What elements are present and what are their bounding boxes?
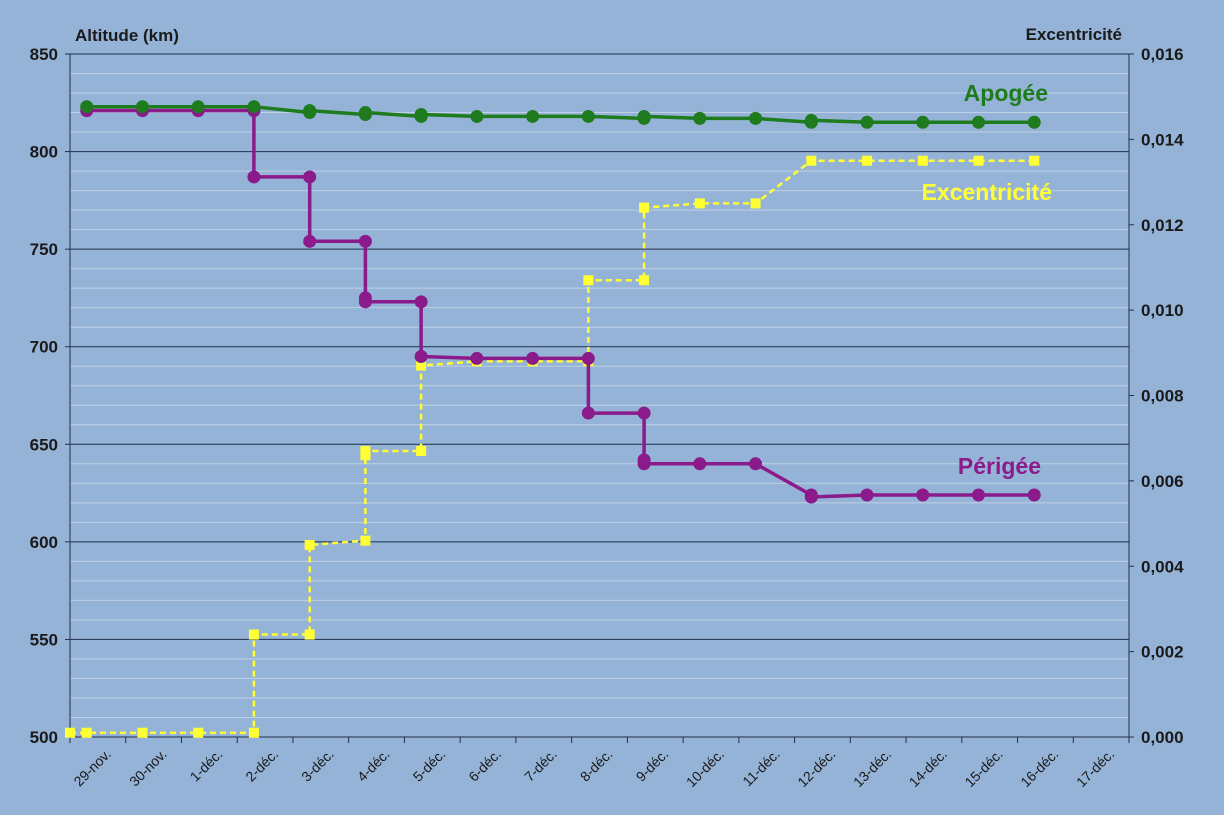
marker-eccentricity — [248, 727, 259, 738]
marker-perigee — [637, 457, 651, 471]
y-right-tick-label: 0,006 — [1141, 472, 1184, 491]
marker-apogee — [693, 111, 707, 125]
marker-perigee — [804, 490, 818, 504]
marker-apogee — [581, 109, 595, 123]
axes — [65, 53, 1134, 743]
marker-perigee — [358, 295, 372, 309]
y-left-tick-label: 750 — [30, 240, 58, 259]
marker-perigee — [526, 351, 540, 365]
marker-perigee — [860, 488, 874, 502]
series-group — [65, 100, 1041, 738]
marker-eccentricity — [806, 155, 817, 166]
y-left-tick-label: 700 — [30, 338, 58, 357]
marker-eccentricity — [694, 198, 705, 209]
marker-apogee — [860, 115, 874, 129]
marker-apogee — [972, 115, 986, 129]
marker-apogee — [637, 109, 651, 123]
grid-lines — [70, 53, 1129, 738]
y-left-tick-label: 600 — [30, 533, 58, 552]
marker-apogee — [414, 107, 428, 121]
y-left-tick-label: 800 — [30, 143, 58, 162]
marker-eccentricity — [416, 360, 427, 371]
marker-perigee — [414, 349, 428, 363]
marker-eccentricity — [416, 445, 427, 456]
y-right-tick-label: 0,004 — [1141, 557, 1184, 576]
marker-eccentricity — [583, 275, 594, 286]
marker-perigee — [749, 457, 763, 471]
marker-eccentricity — [917, 155, 928, 166]
marker-perigee — [581, 351, 595, 365]
y-right-tick-label: 0,008 — [1141, 387, 1184, 406]
series-label-apogee: Apogée — [964, 80, 1048, 106]
marker-eccentricity — [304, 539, 315, 550]
marker-eccentricity — [81, 727, 92, 738]
marker-perigee — [693, 457, 707, 471]
marker-apogee — [247, 100, 261, 114]
marker-perigee — [247, 170, 261, 184]
marker-apogee — [191, 100, 205, 114]
y-left-tick-label: 500 — [30, 728, 58, 747]
marker-eccentricity — [639, 202, 650, 213]
marker-perigee — [358, 234, 372, 248]
marker-eccentricity — [193, 727, 204, 738]
y-right-tick-label: 0,010 — [1141, 301, 1184, 320]
marker-perigee — [414, 295, 428, 309]
series-label-perigee: Périgée — [958, 453, 1041, 479]
y-left-tick-label: 650 — [30, 435, 58, 454]
marker-apogee — [358, 106, 372, 120]
y-right-tick-label: 0,012 — [1141, 216, 1184, 235]
marker-eccentricity — [65, 727, 75, 738]
marker-apogee — [526, 109, 540, 123]
marker-apogee — [749, 111, 763, 125]
marker-perigee — [1027, 488, 1041, 502]
marker-eccentricity — [304, 629, 315, 640]
marker-eccentricity — [360, 535, 371, 546]
series-label-eccentricity: Excentricité — [922, 179, 1052, 205]
marker-eccentricity — [1029, 155, 1040, 166]
marker-eccentricity — [360, 445, 371, 456]
y-right-tick-label: 0,014 — [1141, 130, 1184, 149]
marker-eccentricity — [639, 275, 650, 286]
marker-apogee — [804, 113, 818, 127]
y-left-axis-title: Altitude (km) — [75, 26, 179, 45]
marker-perigee — [581, 406, 595, 420]
marker-perigee — [303, 234, 317, 248]
marker-perigee — [972, 488, 986, 502]
marker-eccentricity — [137, 727, 148, 738]
marker-apogee — [916, 115, 930, 129]
marker-eccentricity — [973, 155, 984, 166]
y-left-tick-label: 550 — [30, 630, 58, 649]
marker-perigee — [637, 406, 651, 420]
y-right-tick-label: 0,000 — [1141, 728, 1184, 747]
marker-apogee — [80, 100, 94, 114]
y-right-tick-label: 0,016 — [1141, 45, 1184, 64]
marker-eccentricity — [862, 155, 873, 166]
y-right-axis-title: Excentricité — [1026, 25, 1122, 44]
marker-apogee — [303, 104, 317, 118]
marker-apogee — [1027, 115, 1041, 129]
marker-perigee — [470, 351, 484, 365]
marker-apogee — [470, 109, 484, 123]
marker-perigee — [303, 170, 317, 184]
marker-eccentricity — [248, 629, 259, 640]
y-right-tick-label: 0,002 — [1141, 643, 1184, 662]
marker-eccentricity — [750, 198, 761, 209]
y-left-tick-label: 850 — [30, 45, 58, 64]
marker-perigee — [916, 488, 930, 502]
marker-apogee — [135, 100, 149, 114]
series-line-eccentricity — [70, 159, 1035, 734]
